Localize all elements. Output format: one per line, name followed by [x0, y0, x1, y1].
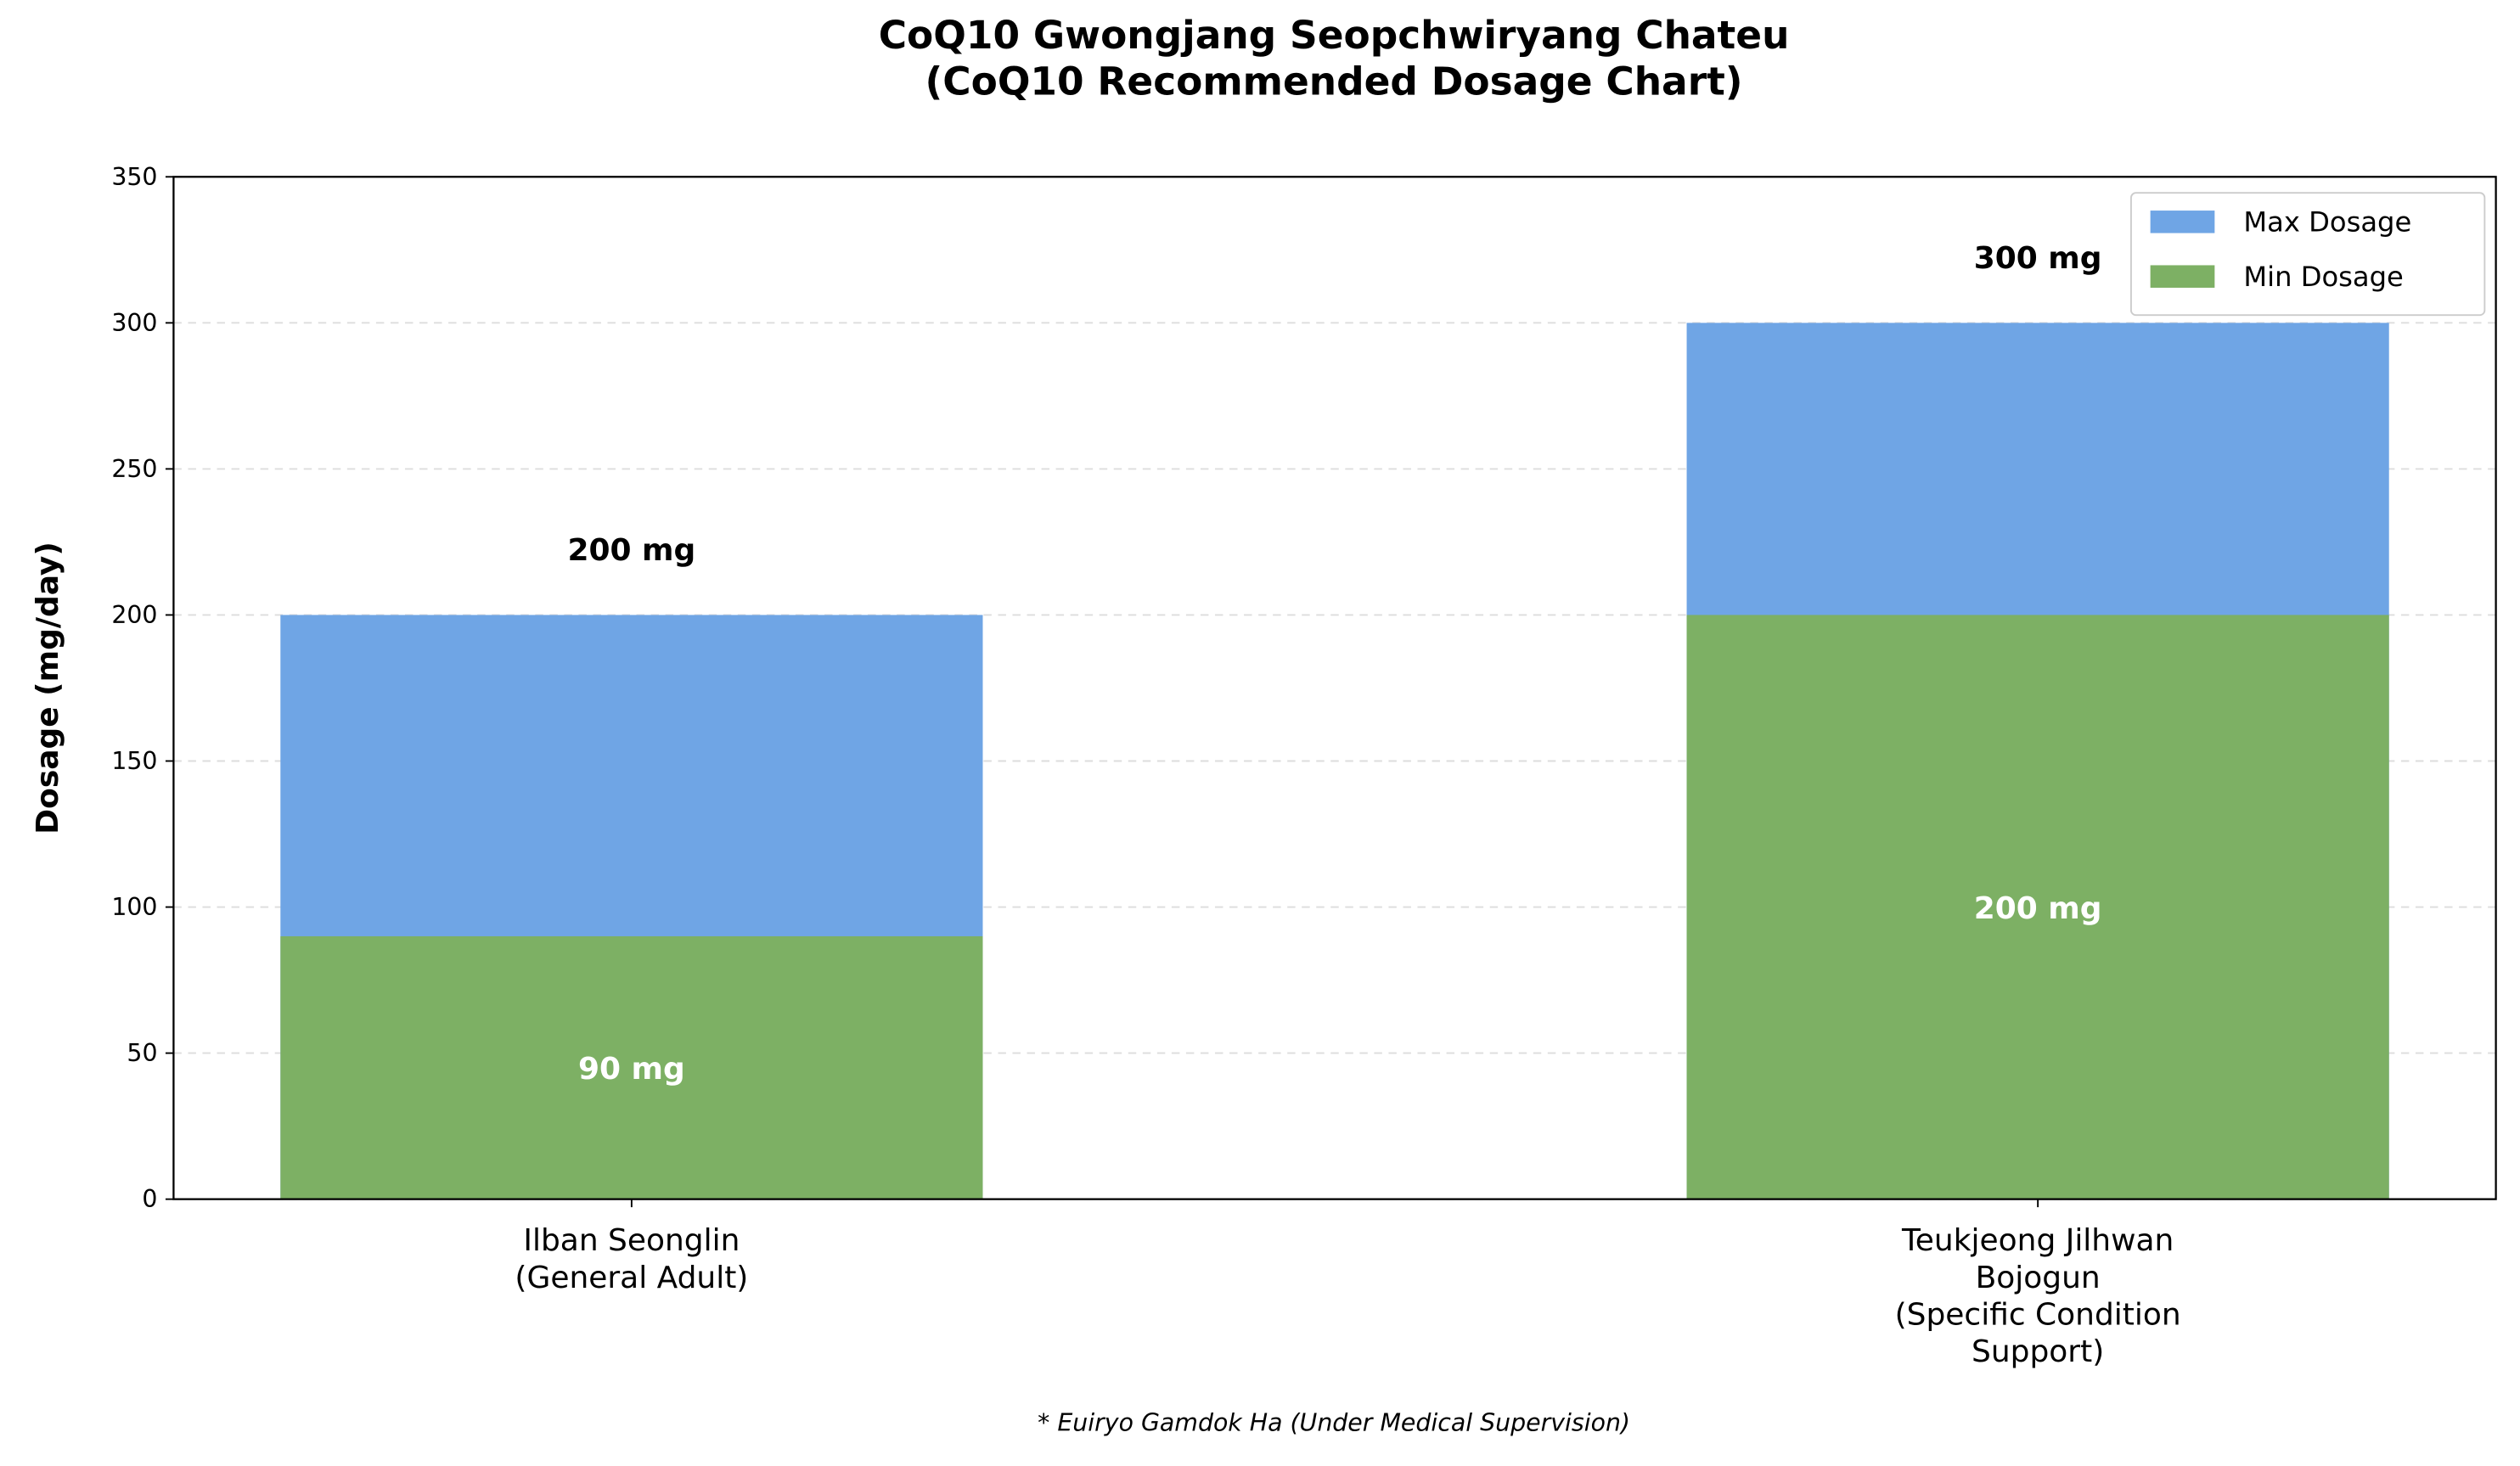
- footnote: * Euiryo Gamdok Ha (Under Medical Superv…: [1038, 1408, 1630, 1436]
- x-tick-label: Ilban Seonglin (General Adult): [515, 1223, 748, 1295]
- legend-label: Min Dosage: [2243, 261, 2403, 293]
- y-tick-label: 300: [111, 309, 157, 337]
- legend-box: [2129, 192, 2486, 317]
- value-label: 90 mg: [578, 1052, 685, 1087]
- y-tick-label: 50: [127, 1039, 157, 1067]
- value-label: 200 mg: [567, 533, 695, 568]
- x-tick-label: Teukjeong Jilhwan Bojogun (Specific Condit…: [1895, 1223, 2181, 1369]
- y-tick-label: 350: [111, 163, 157, 191]
- chart-title: CoQ10 Gwongjang Seopchwiryang Chateu (CoQ…: [879, 13, 1790, 104]
- axes-frame: [172, 176, 2497, 1200]
- bar: [1686, 615, 2389, 1199]
- y-tick-label: 0: [142, 1185, 157, 1213]
- y-tick-label: 200: [111, 601, 157, 629]
- value-label: 300 mg: [1974, 241, 2102, 276]
- legend-swatch: [2150, 211, 2215, 233]
- legend-swatch: [2150, 265, 2215, 288]
- value-label: 200 mg: [1974, 891, 2102, 926]
- y-tick-label: 150: [111, 747, 157, 775]
- y-tick-label: 100: [111, 893, 157, 921]
- y-axis-label: Dosage (mg/day): [31, 542, 65, 834]
- legend-label: Max Dosage: [2243, 206, 2411, 239]
- y-tick-label: 250: [111, 455, 157, 483]
- bar: [280, 935, 983, 1199]
